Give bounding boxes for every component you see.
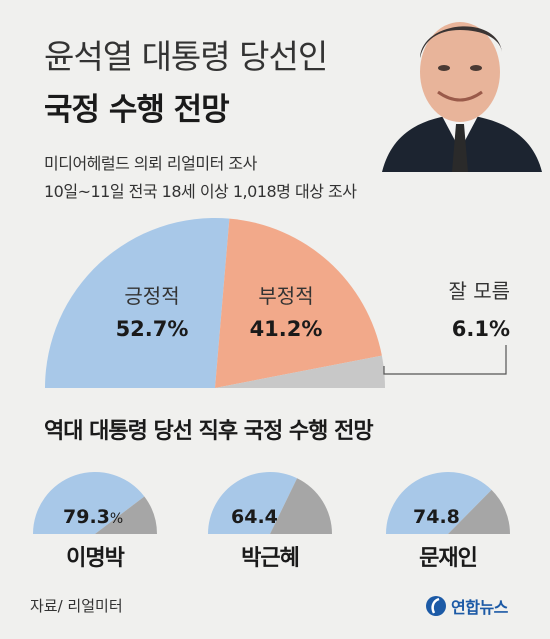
small-chart-label-3: 문재인	[419, 546, 478, 571]
small-slice-positive-3	[386, 471, 492, 534]
slice-negative	[215, 218, 382, 388]
small-slice-positive-1	[33, 471, 145, 534]
slice-label-positive: 긍정적	[124, 284, 179, 308]
slice-label-negative: 부정적	[258, 284, 313, 308]
small-chart-2: 64.4	[208, 472, 332, 534]
yonhap-logo-icon	[426, 596, 446, 616]
page-title: 윤석열 대통령 당선인	[44, 37, 328, 76]
unknown-leader-line	[383, 345, 507, 375]
brand-logo: 연합뉴스	[425, 594, 508, 618]
slice-value-unknown: 6.1%	[452, 317, 510, 341]
small-chart-3: 74.8	[386, 471, 510, 534]
small-chart-label-1: 이명박	[66, 546, 125, 571]
small-chart-value-2: 64.4	[231, 506, 278, 528]
main-semicircle-chart: 긍정적 52.7% 부정적 41.2% 잘 모름 6.1%	[44, 217, 510, 388]
slice-positive	[44, 217, 230, 388]
survey-detail-text: 10일~11일 전국 18세 이상 1,018명 대상 조사	[44, 182, 357, 201]
small-chart-label-2: 박근혜	[241, 546, 300, 571]
small-slice-rest-1	[95, 496, 157, 534]
slice-unknown	[215, 355, 385, 388]
small-slice-positive-2	[208, 472, 298, 534]
president-elect-photo	[372, 0, 550, 172]
slice-label-unknown: 잘 모름	[448, 279, 510, 303]
small-slice-rest-3	[448, 489, 510, 534]
small-chart-value-1: 79.3%	[63, 506, 123, 528]
slice-value-positive: 52.7%	[116, 317, 189, 341]
source-text: 자료/ 리얼미터	[30, 597, 123, 615]
small-slice-rest-2	[270, 478, 332, 534]
brand-name: 연합뉴스	[451, 598, 508, 617]
slice-value-negative: 41.2%	[250, 317, 323, 341]
page-subtitle: 국정 수행 전망	[44, 92, 230, 128]
section-title: 역대 대통령 당선 직후 국정 수행 전망	[44, 419, 374, 444]
small-chart-value-3: 74.8	[413, 506, 460, 528]
small-chart-1: 79.3%	[33, 471, 157, 534]
survey-sponsor-text: 미디어헤럴드 의뢰 리얼미터 조사	[44, 154, 257, 173]
